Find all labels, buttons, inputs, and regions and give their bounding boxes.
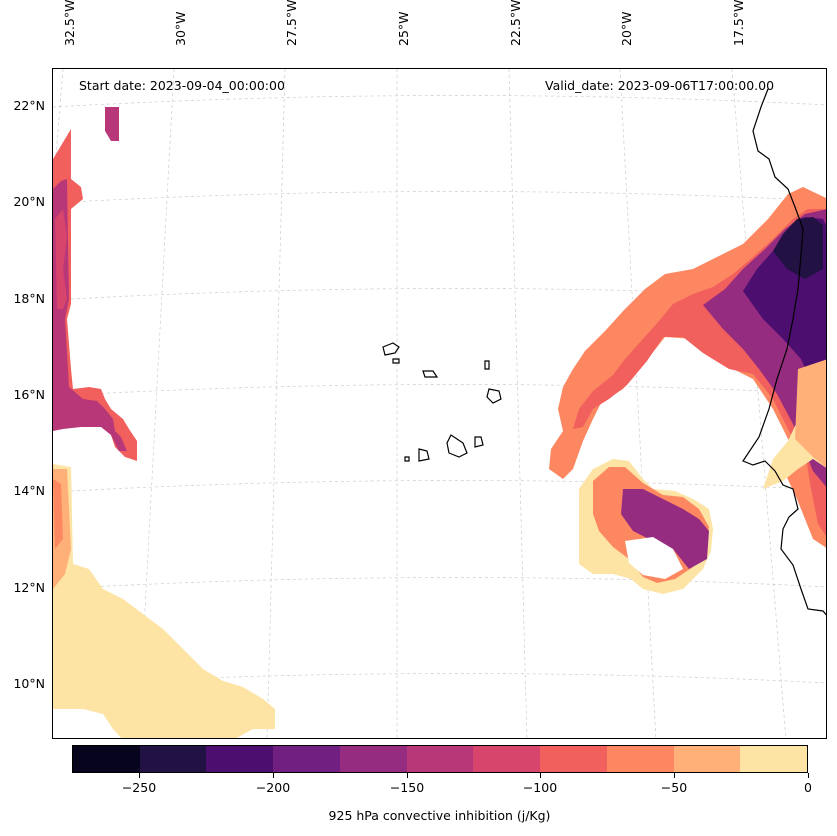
colorbar-tick-label: −100 — [522, 780, 558, 795]
contour-blob-purple — [621, 489, 709, 569]
contour-blob-hole — [625, 537, 683, 579]
parallel-gridline — [53, 191, 826, 204]
colorbar-segment — [206, 746, 274, 772]
contour-west-band2 — [55, 209, 67, 309]
lon-label: 17.5°W — [731, 0, 746, 46]
lat-label: 22°N — [13, 98, 45, 113]
colorbar-segment — [673, 746, 741, 772]
contour-west-inner — [53, 179, 127, 451]
valid-date-label: Valid_date: 2023-09-06T17:00:00.00 — [545, 78, 775, 93]
parallel-gridline — [53, 95, 826, 108]
lat-label: 16°N — [13, 387, 45, 402]
meridian-gridline — [508, 69, 528, 738]
lat-label: 18°N — [13, 291, 45, 306]
colorbar-segment — [273, 746, 340, 772]
lon-label: 20°W — [619, 11, 634, 46]
lon-label: 27.5°W — [284, 0, 299, 46]
contour-sw-yellow — [53, 464, 275, 738]
parallel-gridline — [53, 384, 826, 397]
colorbar-tick — [273, 773, 274, 778]
colorbar-segment — [740, 746, 808, 772]
parallel-gridline — [53, 288, 826, 301]
meridian-gridline — [619, 69, 657, 738]
colorbar-tick — [139, 773, 140, 778]
colorbar-tick-label: −150 — [389, 780, 425, 795]
cin-contours — [53, 107, 826, 738]
contour-west-outer — [53, 129, 137, 461]
colorbar-segment — [406, 746, 474, 772]
contour-east-strip — [795, 359, 826, 468]
meridian-gridline — [731, 69, 787, 738]
colorbar-title: 925 hPa convective inhibition (j/Kg) — [328, 808, 551, 823]
africa-coastline — [742, 88, 826, 616]
contour-west-top — [105, 107, 119, 141]
colorbar-segment — [540, 746, 607, 772]
parallel-gridline — [53, 577, 826, 590]
colorbar-segment — [73, 746, 140, 772]
lon-label: 25°W — [396, 11, 411, 46]
map-panel — [52, 68, 827, 739]
colorbar-segment — [339, 746, 407, 772]
coastline — [382, 88, 826, 616]
parallel-gridline — [53, 480, 826, 493]
start-date-label: Start date: 2023-09-04_00:00:00 — [79, 78, 285, 93]
map-canvas — [53, 69, 826, 738]
cape-verde-islands — [382, 342, 502, 462]
colorbar-segment — [139, 746, 207, 772]
colorbar-tick-label: −200 — [255, 780, 291, 795]
colorbar-segment — [473, 746, 541, 772]
colorbar-tick — [674, 773, 675, 778]
lon-label: 32.5°W — [62, 0, 77, 46]
lat-label: 14°N — [13, 483, 45, 498]
colorbar-tick-label: −50 — [660, 780, 688, 795]
lon-label: 22.5°W — [508, 0, 523, 46]
colorbar-tick-label: 0 — [804, 780, 812, 795]
colorbar-tick-label: −250 — [121, 780, 157, 795]
lon-label: 30°W — [173, 11, 188, 46]
lat-label: 20°N — [13, 194, 45, 209]
colorbar — [72, 745, 808, 773]
colorbar-tick — [407, 773, 408, 778]
colorbar-tick — [540, 773, 541, 778]
colorbar-segment — [606, 746, 674, 772]
lat-label: 10°N — [13, 676, 45, 691]
meridian-gridline — [266, 69, 286, 738]
contour-east-darkest — [773, 217, 823, 279]
lat-label: 12°N — [13, 580, 45, 595]
contour-sw-red — [53, 479, 63, 549]
colorbar-tick — [808, 773, 809, 778]
